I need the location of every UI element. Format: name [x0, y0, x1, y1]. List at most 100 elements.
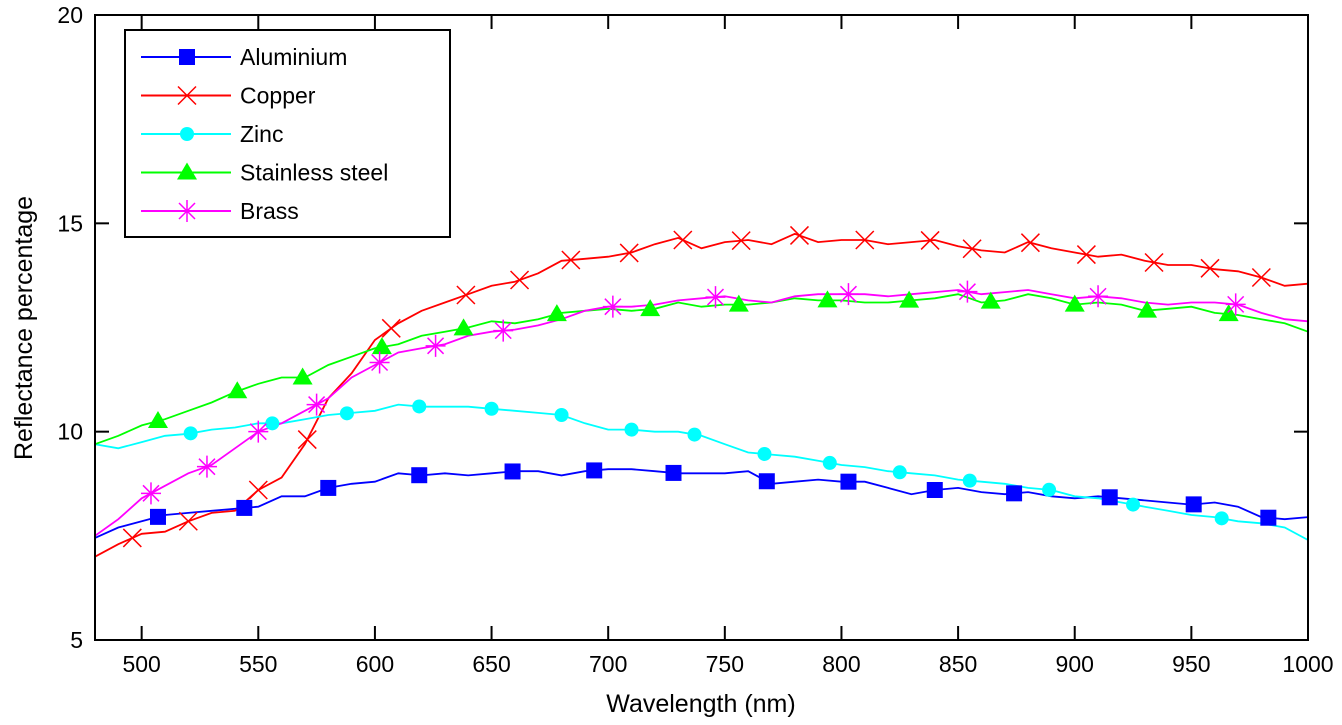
data-point-zinc [687, 427, 702, 442]
data-point-brass [248, 420, 269, 443]
y-tick-label: 5 [70, 627, 83, 653]
data-point-brass [196, 455, 217, 478]
plot-lines [94, 232, 1309, 558]
data-point-copper [381, 318, 401, 338]
legend-item: Zinc [141, 121, 283, 147]
data-point-copper [731, 231, 751, 251]
data-point-copper [248, 480, 268, 500]
plot-markers [122, 225, 1277, 548]
legend-item: Stainless steel [141, 160, 388, 186]
x-tick-label: 850 [939, 651, 977, 677]
data-point-copper [1076, 245, 1096, 265]
x-tick-label: 900 [1056, 651, 1094, 677]
data-point-aluminium [586, 462, 603, 479]
data-point-aluminium [236, 499, 253, 516]
data-point-aluminium [1101, 489, 1118, 506]
data-point-brass [306, 393, 327, 416]
data-point-copper [1020, 233, 1040, 253]
data-point-stainless-steel [453, 318, 474, 336]
data-point-stainless-steel [147, 411, 168, 429]
data-point-zinc [1126, 497, 1141, 512]
data-point-stainless-steel [292, 367, 313, 385]
plot-frame [94, 14, 1309, 641]
data-point-zinc [1042, 482, 1057, 497]
data-point-copper [619, 243, 639, 263]
x-tick-label: 600 [356, 651, 394, 677]
data-point-stainless-steel [899, 290, 920, 308]
legend-marker-icon [180, 127, 194, 141]
data-point-aluminium [1006, 485, 1023, 502]
data-point-zinc [412, 399, 427, 414]
data-point-brass [705, 286, 726, 309]
data-point-brass [1225, 293, 1246, 316]
axis-ticks: 500 550 600 650 700 750 800 850 900 950 1000 5 10 15 2… [57, 2, 1333, 677]
data-point-brass [602, 295, 623, 318]
legend-marker-icon [177, 162, 197, 180]
data-point-copper [855, 230, 875, 250]
data-point-stainless-steel [728, 294, 749, 312]
legend-item: Aluminium [141, 44, 347, 70]
data-point-zinc [339, 406, 354, 421]
legend-label: Zinc [240, 121, 283, 147]
y-tick-label: 10 [57, 419, 83, 445]
data-point-copper [920, 230, 940, 250]
data-point-aluminium [1260, 509, 1277, 526]
data-point-zinc [265, 416, 280, 431]
legend-marker-icon [177, 85, 197, 106]
data-point-copper [297, 430, 317, 450]
x-tick-label: 950 [1172, 651, 1210, 677]
legend-item: Brass [141, 198, 299, 224]
y-tick-label: 20 [57, 2, 83, 28]
data-point-copper [510, 270, 530, 290]
data-point-aluminium [320, 479, 337, 496]
x-tick-label: 800 [822, 651, 860, 677]
x-tick-label: 1000 [1282, 651, 1333, 677]
data-point-zinc [962, 473, 977, 488]
data-point-zinc [757, 446, 772, 461]
x-tick-label: 550 [239, 651, 277, 677]
data-point-stainless-steel [817, 290, 838, 308]
data-point-brass [493, 319, 514, 342]
data-point-copper [561, 250, 581, 270]
legend-item: Copper [141, 83, 316, 109]
data-point-brass [957, 280, 978, 303]
x-axis-label: Wavelength (nm) [606, 690, 795, 718]
data-point-aluminium [1185, 496, 1202, 513]
x-tick-label: 700 [589, 651, 627, 677]
data-point-stainless-steel [1218, 304, 1239, 322]
data-point-copper [178, 511, 198, 531]
data-point-zinc [892, 465, 907, 480]
data-point-aluminium [665, 464, 682, 481]
data-point-brass [140, 482, 161, 505]
data-point-aluminium [758, 473, 775, 490]
data-point-zinc [822, 455, 837, 470]
data-point-zinc [183, 426, 198, 441]
data-point-zinc [624, 422, 639, 437]
x-tick-label: 500 [122, 651, 160, 677]
data-point-brass [838, 283, 859, 306]
data-point-stainless-steel [227, 381, 248, 399]
data-point-zinc [1214, 511, 1229, 526]
data-point-copper [789, 225, 810, 245]
legend: Aluminium Copper Zinc Stainless steel Brass [124, 29, 451, 238]
data-point-zinc [554, 408, 569, 422]
data-point-brass [369, 351, 390, 374]
data-point-stainless-steel [640, 299, 661, 317]
y-axis-label: Reflectance percentage [10, 196, 38, 460]
data-point-brass [425, 334, 446, 357]
legend-label: Brass [240, 198, 299, 224]
data-point-brass [1088, 285, 1109, 308]
data-point-copper [1144, 252, 1164, 273]
x-tick-label: 650 [472, 651, 510, 677]
legend-label: Stainless steel [240, 160, 388, 186]
data-point-copper [1200, 258, 1220, 278]
data-point-aluminium [411, 467, 428, 484]
data-point-stainless-steel [1064, 294, 1085, 312]
data-point-copper [673, 230, 693, 250]
legend-label: Copper [240, 83, 316, 109]
data-point-copper [1251, 267, 1271, 288]
data-point-aluminium [840, 473, 857, 490]
data-point-copper [962, 239, 982, 259]
legend-label: Aluminium [240, 44, 347, 70]
